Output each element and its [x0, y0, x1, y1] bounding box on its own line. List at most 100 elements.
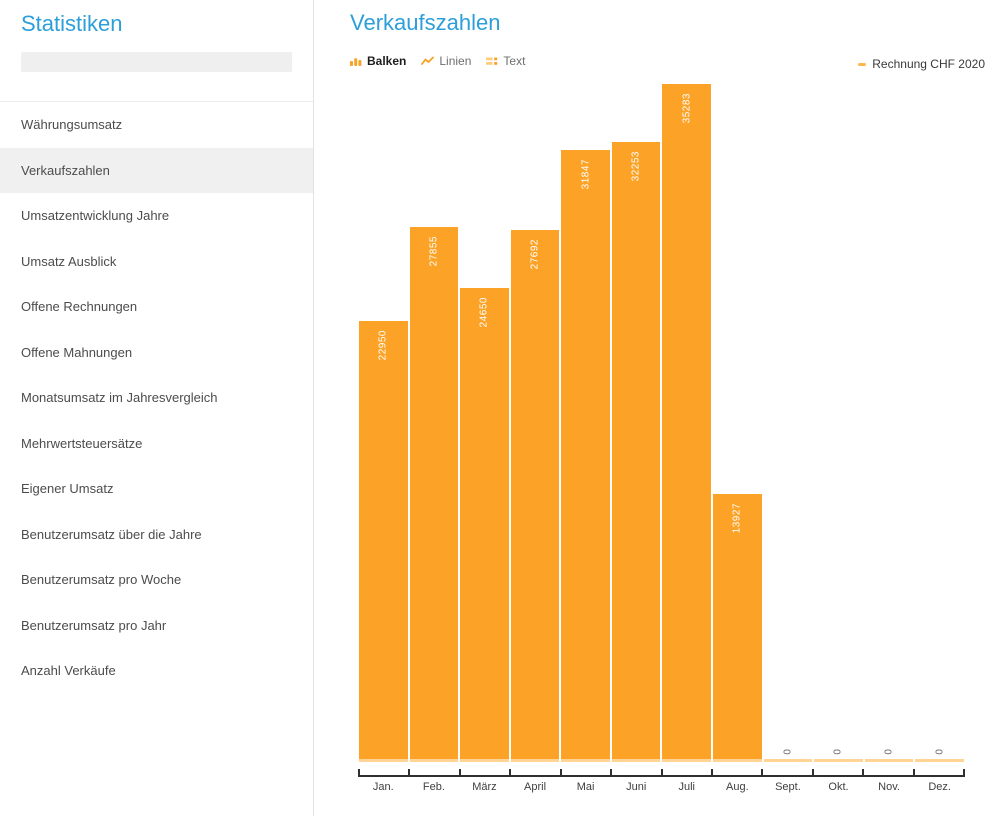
chart-type-tabs: Balken Linien Text	[350, 54, 525, 68]
bar-value-label: 0	[934, 749, 946, 755]
bar-slot-juli: 35283	[661, 84, 712, 762]
bar-value-label: 13927	[731, 503, 743, 534]
tab-text[interactable]: Text	[486, 54, 525, 68]
bar-slot-mai: 31847	[560, 84, 611, 762]
zero-line	[510, 759, 560, 762]
sidebar: Statistiken Währungsumsatz Verkaufszahle…	[0, 0, 314, 816]
bar-value-label: 32253	[630, 151, 642, 182]
x-tick-label: Nov.	[878, 781, 900, 793]
sidebar-item-benutzerumsatz-pro-woche[interactable]: Benutzerumsatz pro Woche	[21, 572, 182, 587]
zero-line	[409, 759, 459, 762]
bar-value-label: 0	[883, 749, 895, 755]
bar-juli[interactable]: 35283	[662, 84, 712, 762]
tab-linien-label: Linien	[439, 54, 472, 68]
x-tick-label: April	[524, 781, 547, 793]
sidebar-item-verkaufszahlen[interactable]: Verkaufszahlen	[0, 147, 313, 193]
tab-balken-label: Balken	[367, 54, 407, 68]
tab-linien[interactable]: Linien	[421, 54, 471, 68]
legend-marker	[858, 62, 867, 66]
sidebar-item-umsatzentwicklung-jahre[interactable]: Umsatzentwicklung Jahre	[21, 208, 170, 223]
sidebar-search-input[interactable]	[21, 52, 292, 72]
axis-tick	[559, 769, 610, 775]
zero-line	[814, 759, 863, 762]
legend-label: Rechnung CHF 2020	[872, 57, 985, 71]
sidebar-item-waehrungsumsatz[interactable]: Währungsumsatz	[21, 117, 123, 132]
bar-slot-jan: 22950	[358, 84, 409, 762]
bar-value-label: 31847	[580, 159, 592, 190]
bar-slot-okt: 0	[813, 84, 864, 762]
zero-line	[713, 759, 762, 762]
sidebar-item-umsatz-ausblick[interactable]: Umsatz Ausblick	[21, 253, 117, 269]
x-tick-label: Jan.	[372, 781, 394, 793]
bar-april[interactable]: 27692	[510, 229, 560, 762]
bar-slot-aug: 13927	[712, 84, 763, 762]
zero-line	[460, 759, 509, 762]
bar-value-label: 35283	[681, 93, 693, 124]
zero-line	[915, 759, 964, 762]
x-axis	[358, 769, 966, 777]
zero-line	[359, 759, 408, 762]
sidebar-item-anzahl-verkaeufe[interactable]: Anzahl Verkäufe	[21, 663, 116, 678]
axis-tick	[458, 769, 509, 775]
x-tick-label: Sept.	[775, 781, 801, 793]
tab-text-label: Text	[503, 54, 526, 68]
bar-chart-icon	[350, 55, 362, 67]
table-icon	[486, 55, 498, 67]
bar-value-label: 27855	[428, 235, 440, 267]
bar-value-label: 0	[782, 749, 794, 755]
bar-slot-feb: 27855	[409, 84, 460, 762]
bar-value-label: 24650	[478, 297, 490, 328]
x-tick-label: Dez.	[928, 781, 951, 793]
sidebar-menu: Währungsumsatz Verkaufszahlen Umsatzentw…	[0, 101, 313, 694]
axis-tick	[408, 769, 458, 775]
bar-chart: 22950 27855 24650 27692 31847	[358, 84, 965, 762]
bar-maerz[interactable]: 24650	[460, 288, 509, 762]
x-tick-label: Juni	[626, 781, 647, 793]
bar-value-label: 0	[832, 749, 844, 755]
line-chart-icon	[421, 55, 435, 67]
bar-slot-juni: 32253	[611, 84, 662, 762]
bar-mai[interactable]: 31847	[561, 150, 610, 762]
x-tick-label: Mai	[576, 781, 595, 793]
sidebar-item-offene-rechnungen[interactable]: Offene Rechnungen	[21, 299, 138, 314]
page-title: Verkaufszahlen	[350, 10, 501, 35]
axis-tick	[862, 769, 912, 775]
sidebar-item-offene-mahnungen[interactable]: Offene Mahnungen	[21, 344, 133, 360]
x-tick-label: Juli	[678, 781, 696, 793]
zero-line	[864, 759, 914, 762]
axis-tick	[610, 769, 660, 775]
axis-tick	[912, 769, 966, 775]
axis-tick	[761, 769, 811, 775]
x-tick-label: Aug.	[726, 781, 749, 793]
main-panel: Verkaufszahlen Balken Linien Text	[314, 0, 1000, 816]
bar-value-label: 27692	[529, 238, 541, 270]
chart-legend[interactable]: Rechnung CHF 2020	[858, 57, 985, 71]
bar-feb[interactable]: 27855	[409, 226, 459, 762]
x-tick-label: Okt.	[828, 781, 849, 793]
zero-line	[763, 759, 813, 762]
sidebar-item-mehrwertsteuersaetze[interactable]: Mehrwertsteuersätze	[21, 435, 143, 451]
axis-tick	[660, 769, 711, 775]
zero-line	[611, 759, 661, 762]
axis-tick	[509, 769, 559, 775]
sidebar-item-eigener-umsatz[interactable]: Eigener Umsatz	[21, 481, 114, 496]
sidebar-title: Statistiken	[21, 11, 123, 36]
bar-jan[interactable]: 22950	[359, 321, 408, 762]
bar-aug[interactable]: 13927	[713, 494, 762, 762]
bar-value-label: 22950	[377, 330, 389, 361]
sidebar-item-benutzerumsatz-jahre[interactable]: Benutzerumsatz über die Jahre	[21, 526, 202, 542]
x-tick-label: März	[472, 781, 497, 793]
zero-line	[662, 759, 712, 762]
tab-balken[interactable]: Balken	[350, 54, 406, 68]
zero-line	[561, 759, 610, 762]
x-tick-label: Feb.	[422, 781, 445, 793]
bar-slot-dez: 0	[914, 84, 965, 762]
sidebar-item-benutzerumsatz-pro-jahr[interactable]: Benutzerumsatz pro Jahr	[21, 617, 167, 633]
axis-tick	[710, 769, 761, 775]
bar-slot-sept: 0	[763, 84, 814, 762]
bar-juni[interactable]: 32253	[611, 142, 661, 762]
bar-slot-april: 27692	[510, 84, 561, 762]
sidebar-item-monatsumsatz-jahresvergleich[interactable]: Monatsumsatz im Jahresvergleich	[21, 390, 218, 405]
bar-slot-maerz: 24650	[459, 84, 510, 762]
